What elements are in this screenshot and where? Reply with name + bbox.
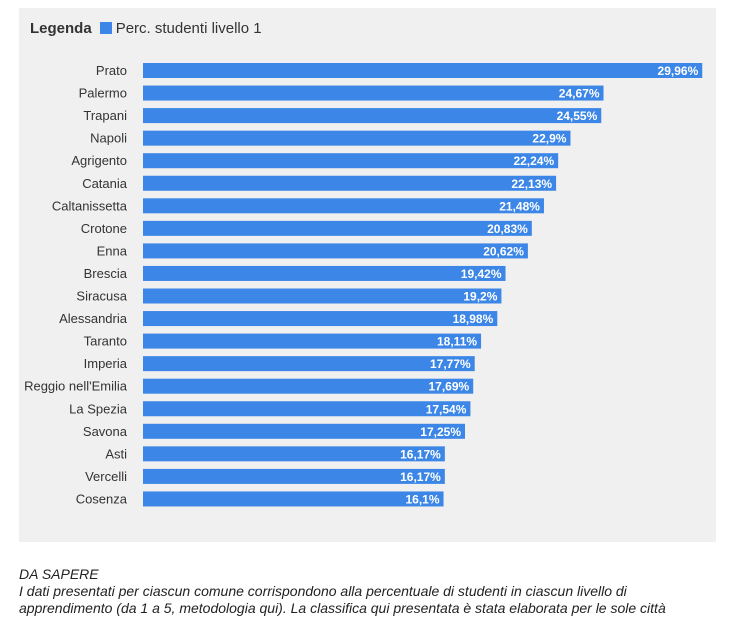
- bar: [143, 265, 506, 281]
- value-label: 18,11%: [437, 335, 477, 349]
- category-label: Napoli: [90, 131, 127, 146]
- value-label: 22,9%: [532, 132, 566, 146]
- category-label: Catania: [82, 176, 128, 191]
- category-label: Imperia: [84, 356, 128, 371]
- chart-panel: Legenda Perc. studenti livello 1 Prato 29…: [19, 8, 716, 542]
- bar: [143, 356, 475, 372]
- bar: [143, 85, 604, 101]
- bar: [143, 423, 465, 439]
- value-label: 17,54%: [426, 402, 467, 416]
- bar: [143, 175, 557, 191]
- legend: Legenda Perc. studenti livello 1: [30, 18, 262, 38]
- value-label: 22,24%: [513, 154, 554, 168]
- value-label: 18,98%: [453, 312, 494, 326]
- category-label: Taranto: [84, 334, 127, 349]
- category-label: Trapani: [83, 108, 127, 123]
- category-label: Prato: [96, 63, 127, 78]
- category-label: Siracusa: [76, 289, 127, 304]
- bar: [143, 311, 498, 327]
- value-label: 24,67%: [559, 87, 600, 101]
- value-label: 22,13%: [511, 177, 552, 191]
- category-label: Crotone: [81, 221, 127, 236]
- bar: [143, 491, 444, 507]
- category-label: La Spezia: [69, 401, 128, 416]
- bar: [143, 288, 502, 304]
- value-label: 16,1%: [406, 492, 440, 506]
- category-label: Savona: [83, 424, 128, 439]
- category-label: Alessandria: [59, 311, 128, 326]
- value-label: 20,83%: [487, 222, 528, 236]
- legend-swatch: [99, 22, 112, 34]
- value-label: 19,42%: [461, 267, 502, 281]
- bar: [143, 378, 474, 394]
- value-label: 17,25%: [420, 425, 461, 439]
- value-label: 20,62%: [483, 244, 524, 258]
- note: DA SAPERE I dati presentati per ciascun …: [19, 566, 719, 617]
- category-label: Brescia: [84, 266, 128, 281]
- bar: [143, 401, 471, 417]
- value-label: 21,48%: [499, 199, 540, 213]
- bar: [143, 153, 559, 169]
- category-label: Palermo: [79, 86, 127, 101]
- value-label: 29,96%: [658, 64, 699, 78]
- note-line-2: apprendimento (da 1 a 5, metodologia qui…: [19, 600, 666, 616]
- category-label: Agrigento: [71, 153, 127, 168]
- value-label: 16,17%: [400, 447, 441, 461]
- category-label: Cosenza: [76, 491, 128, 506]
- legend-series-label: Perc. studenti livello 1: [115, 19, 262, 37]
- value-label: 17,69%: [429, 380, 470, 394]
- bar: [143, 220, 532, 236]
- category-label: Asti: [105, 446, 127, 461]
- note-line-1: I dati presentati per ciascun comune cor…: [19, 583, 627, 599]
- legend-title: Legenda: [30, 19, 92, 37]
- bar: [143, 333, 482, 349]
- bar: [143, 446, 445, 462]
- bar: [143, 243, 528, 259]
- value-label: 19,2%: [463, 290, 497, 304]
- bar: [143, 108, 602, 124]
- bar: [143, 63, 703, 78]
- note-heading: DA SAPERE: [19, 566, 99, 582]
- category-label: Vercelli: [85, 469, 127, 484]
- bar: [143, 468, 445, 484]
- value-label: 16,17%: [400, 470, 441, 484]
- value-label: 17,77%: [430, 357, 471, 371]
- bar: [143, 198, 544, 214]
- value-label: 24,55%: [557, 109, 598, 123]
- category-label: Enna: [97, 243, 128, 258]
- category-label: Reggio nell'Emilia: [24, 379, 128, 394]
- bar: [143, 130, 571, 146]
- bar-chart: Prato 29,96% Palermo 24,67% Trapani 24,55% Nap…: [24, 63, 703, 507]
- category-label: Caltanissetta: [52, 198, 128, 213]
